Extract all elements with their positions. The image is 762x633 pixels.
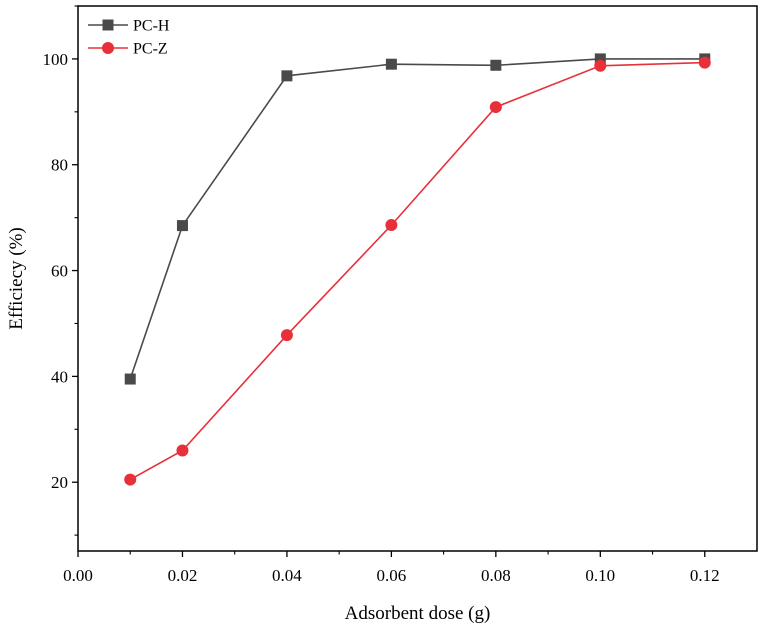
legend-marker — [102, 19, 114, 31]
series-line — [129, 61, 705, 481]
y-tick-label: 60 — [51, 262, 68, 281]
x-tick-label: 0.08 — [481, 566, 511, 585]
legend-marker — [102, 42, 114, 54]
x-tick-label: 0.02 — [168, 566, 198, 585]
plot-border — [77, 5, 758, 552]
legend: PC-H PC-Z — [88, 18, 170, 58]
data-point — [281, 70, 293, 82]
data-point — [489, 101, 502, 114]
y-axis-title: Efficiecy (%) — [6, 227, 27, 330]
data-point — [124, 473, 137, 486]
x-axis-title: Adsorbent dose (g) — [345, 603, 491, 624]
data-point — [385, 219, 398, 232]
x-tick-label: 0.00 — [63, 566, 93, 585]
x-tick-label: 0.10 — [585, 566, 615, 585]
y-tick-label: 20 — [51, 473, 68, 492]
plot-frame — [77, 5, 758, 552]
data-point — [280, 329, 293, 342]
x-tick-label: 0.04 — [272, 566, 302, 585]
x-tick-label: 0.06 — [377, 566, 407, 585]
data-point — [490, 59, 502, 71]
y-tick-label: 80 — [51, 156, 68, 175]
series-layer — [124, 53, 711, 486]
legend-label: PC-Z — [133, 41, 168, 58]
series-pc-z — [124, 56, 711, 486]
series-line — [129, 58, 705, 380]
x-axis: 0.00 0.02 0.04 0.06 0.08 0.10 0.12 — [63, 551, 720, 585]
data-point — [594, 59, 607, 72]
legend-item-pc-z: PC-Z — [88, 41, 168, 58]
data-point — [176, 444, 189, 457]
series-pc-h — [124, 53, 711, 385]
data-point — [124, 373, 136, 385]
data-point — [594, 53, 606, 65]
y-axis: 20 40 60 80 100 — [43, 5, 78, 536]
data-point — [698, 56, 711, 69]
y-tick-label: 100 — [43, 50, 69, 69]
data-point — [385, 58, 397, 70]
data-point — [176, 220, 188, 232]
legend-item-pc-h: PC-H — [88, 18, 170, 35]
legend-label: PC-H — [133, 18, 170, 35]
x-tick-label: 0.12 — [690, 566, 720, 585]
y-tick-label: 40 — [51, 367, 68, 386]
